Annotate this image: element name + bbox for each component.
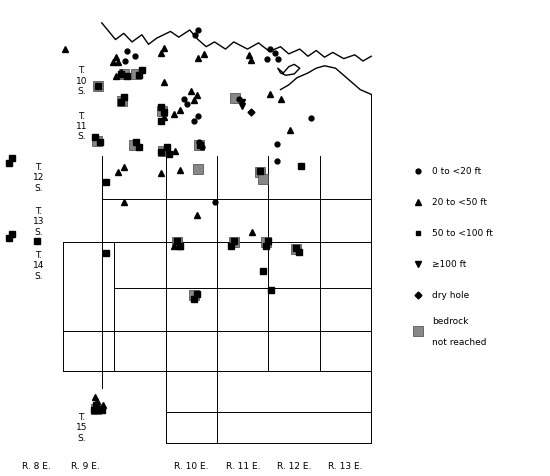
- Text: R. 10 E.: R. 10 E.: [174, 461, 208, 470]
- Text: R. 12 E.: R. 12 E.: [277, 461, 311, 470]
- Text: ≥100 ft: ≥100 ft: [432, 260, 466, 268]
- Text: bedrock: bedrock: [432, 317, 468, 326]
- Text: R. 8 E.: R. 8 E.: [23, 461, 51, 470]
- Text: T.
12
S.: T. 12 S.: [33, 163, 44, 192]
- Text: R. 13 E.: R. 13 E.: [328, 461, 362, 470]
- Text: T.
14
S.: T. 14 S.: [33, 250, 44, 280]
- Text: T.
13
S.: T. 13 S.: [33, 207, 44, 236]
- Text: T.
15
S.: T. 15 S.: [76, 412, 87, 442]
- Text: dry hole: dry hole: [432, 291, 469, 299]
- Text: not reached: not reached: [432, 337, 486, 346]
- Text: T.
11
S.: T. 11 S.: [76, 111, 87, 141]
- Text: R. 9 E.: R. 9 E.: [71, 461, 100, 470]
- Text: 20 to <50 ft: 20 to <50 ft: [432, 198, 487, 207]
- Text: 0 to <20 ft: 0 to <20 ft: [432, 167, 481, 176]
- Text: R. 11 E.: R. 11 E.: [226, 461, 260, 470]
- Text: 50 to <100 ft: 50 to <100 ft: [432, 229, 493, 238]
- Text: T.
10
S.: T. 10 S.: [76, 66, 87, 96]
